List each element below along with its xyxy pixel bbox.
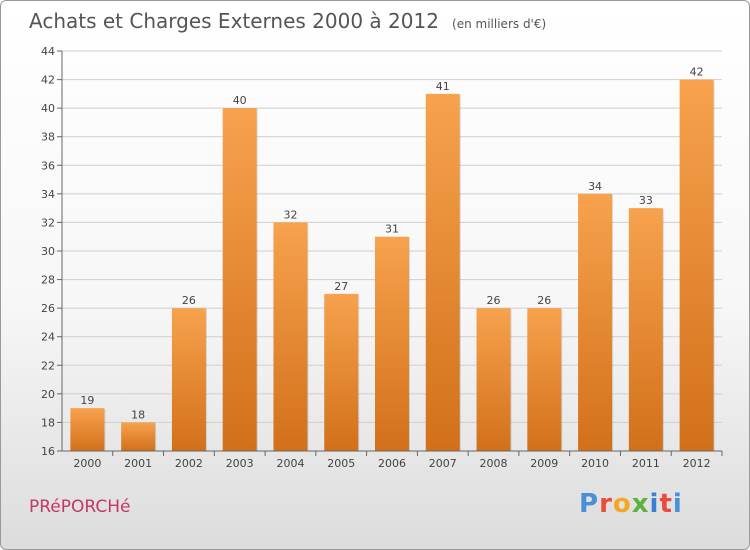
- x-tick-label: 2010: [581, 457, 609, 470]
- bar-value-label: 33: [639, 194, 653, 207]
- y-tick-label: 26: [41, 302, 55, 315]
- bar-value-label: 26: [537, 294, 551, 307]
- bar-value-label: 27: [334, 280, 348, 293]
- bar-value-label: 32: [283, 208, 297, 221]
- y-tick-label: 42: [41, 74, 55, 87]
- x-tick-label: 2007: [429, 457, 457, 470]
- bar: [171, 308, 206, 451]
- y-tick-label: 18: [41, 416, 55, 429]
- logo-letter: r: [599, 489, 613, 519]
- bar: [121, 422, 156, 451]
- bar: [222, 108, 257, 452]
- y-tick-label: 32: [41, 216, 55, 229]
- y-tick-label: 36: [41, 159, 55, 172]
- x-tick-label: 2009: [530, 457, 558, 470]
- bar: [476, 308, 511, 451]
- bar-value-label: 26: [487, 294, 501, 307]
- x-tick-label: 2005: [327, 457, 355, 470]
- x-tick-label: 2006: [378, 457, 406, 470]
- y-tick-label: 40: [41, 102, 55, 115]
- bar: [679, 79, 714, 452]
- commune-name: PRéPORCHé: [29, 497, 131, 517]
- bars: 19 18 26 40 32 27 31 41 26 26 34 33 42: [70, 66, 715, 452]
- bar: [527, 308, 562, 451]
- bar-value-label: 31: [385, 223, 399, 236]
- bar: [324, 293, 359, 451]
- y-tick-label: 16: [41, 445, 55, 458]
- x-tick-label: 2012: [683, 457, 711, 470]
- logo-letter: i: [649, 489, 660, 519]
- bar-value-label: 40: [233, 94, 247, 107]
- x-tick-label: 2003: [226, 457, 254, 470]
- chart-title: Achats et Charges Externes 2000 à 2012: [29, 9, 439, 33]
- logo-letter: x: [631, 489, 650, 519]
- bar-value-label: 18: [131, 408, 145, 421]
- y-tick-label: 34: [41, 188, 55, 201]
- chart-title-block: Achats et Charges Externes 2000 à 2012 (…: [29, 9, 546, 33]
- logo-letter: P: [579, 489, 600, 519]
- x-tick-label: 2008: [480, 457, 508, 470]
- y-tick-label: 28: [41, 274, 55, 287]
- x-tick-label: 2001: [124, 457, 152, 470]
- x-tick-label: 2002: [175, 457, 203, 470]
- chart-unit: (en milliers d'€): [452, 17, 547, 31]
- y-tick-label: 38: [41, 131, 55, 144]
- bar: [425, 93, 460, 451]
- bar: [375, 236, 409, 451]
- logo-letter: t: [659, 489, 673, 519]
- bar-value-label: 42: [690, 66, 704, 79]
- y-tick-label: 20: [41, 388, 55, 401]
- bar-value-label: 26: [182, 294, 196, 307]
- y-tick-label: 22: [41, 359, 55, 372]
- bar-value-label: 19: [80, 394, 94, 407]
- logo-letter: o: [612, 489, 632, 519]
- logo-letter: i: [672, 489, 683, 519]
- x-tick-label: 2004: [276, 457, 304, 470]
- x-tick-label: 2000: [73, 457, 101, 470]
- y-tick-label: 30: [41, 245, 55, 258]
- bar-value-label: 41: [436, 80, 450, 93]
- axes: 16 18 20 22 24 26 28 30 32 34 36 38 40 42 44 2000 2001 20…: [41, 45, 723, 470]
- bar: [578, 193, 613, 451]
- bar-value-label: 34: [588, 180, 602, 193]
- bar: [273, 222, 308, 451]
- bar: [70, 408, 105, 451]
- x-tick-label: 2011: [632, 457, 660, 470]
- y-tick-label: 24: [41, 331, 55, 344]
- y-tick-label: 44: [41, 45, 55, 58]
- proxiti-logo: Proxiti: [579, 489, 683, 519]
- bar: [628, 208, 663, 451]
